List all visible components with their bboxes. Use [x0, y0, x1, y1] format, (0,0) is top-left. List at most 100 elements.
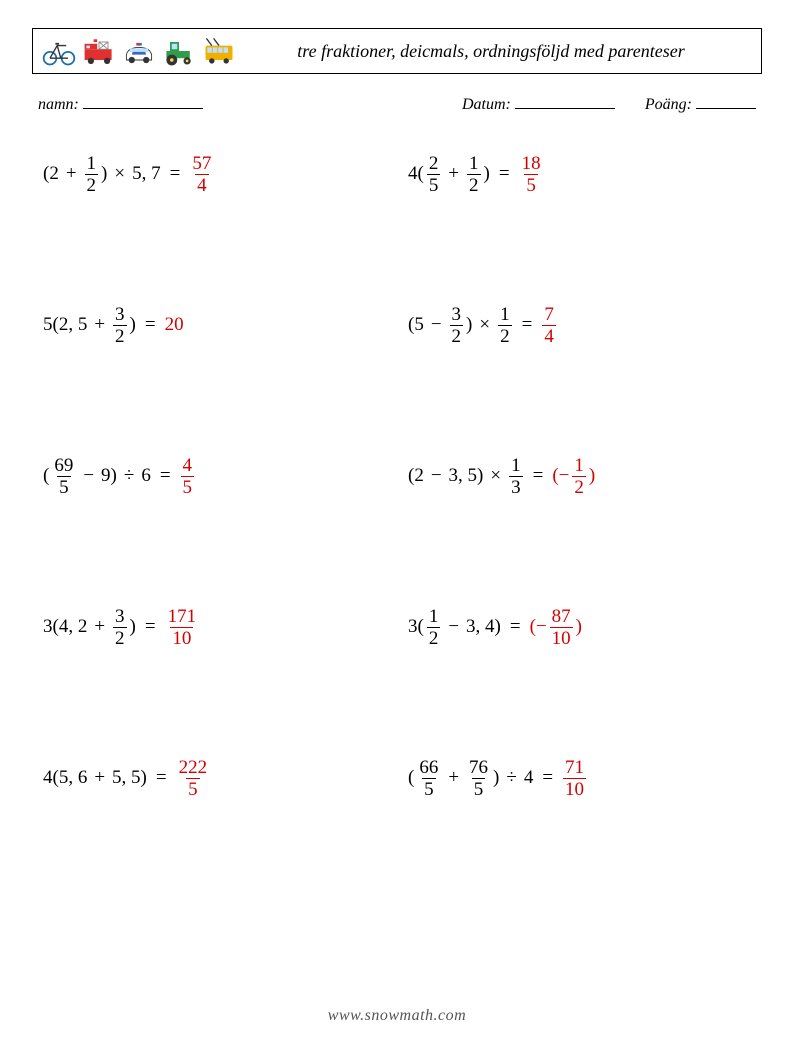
problem-p1: (2+12)×5, 7=574 [42, 154, 387, 195]
expr-text: 3, 4) [465, 616, 502, 637]
expression: (2+12)×5, 7 [42, 154, 162, 195]
answer: (−8710) [529, 607, 583, 648]
fraction: 7110 [563, 758, 586, 799]
problem-p9: 4(5, 6+5, 5)=2225 [42, 758, 387, 799]
expr-text: ) [588, 465, 596, 486]
operator: − [442, 616, 465, 637]
operator: ÷ [500, 767, 522, 788]
footer-link[interactable]: www.snowmath.com [0, 1007, 794, 1025]
expr-text: (5 [407, 314, 425, 335]
expression: 4(25+12) [407, 154, 491, 195]
operator: + [88, 767, 111, 788]
problem-p6: (2−3, 5)×13=(−12) [407, 456, 752, 497]
date-blank[interactable] [515, 92, 615, 109]
problem-p5: (695−9)÷6=45 [42, 456, 387, 497]
fraction: 12 [572, 456, 586, 497]
fraction: 12 [85, 154, 99, 195]
expr-text: ) [575, 616, 583, 637]
answer: 2225 [175, 758, 212, 799]
operator: + [88, 616, 111, 637]
score-label: Poäng: [645, 96, 692, 113]
expression: (5−32)×12 [407, 305, 514, 346]
expr-text: 5, 5) [111, 767, 148, 788]
operator: + [60, 163, 83, 184]
problem-p3: 5(2, 5+32)=20 [42, 305, 387, 346]
expr-text: 9) [100, 465, 118, 486]
equals-sign: = [137, 314, 164, 336]
equals-sign: = [148, 767, 175, 789]
fraction: 8710 [550, 607, 573, 648]
bicycle-icon [41, 34, 77, 68]
operator: − [425, 314, 448, 335]
fraction: 12 [498, 305, 512, 346]
answer: (−12) [551, 456, 596, 497]
expr-text: 5(2, 5 [42, 314, 88, 335]
fraction: 17110 [166, 607, 199, 648]
fraction: 12 [467, 154, 481, 195]
answer: 45 [179, 456, 197, 497]
operator: + [442, 163, 465, 184]
operator: × [484, 465, 507, 486]
equals-sign: = [502, 616, 529, 638]
equals-sign: = [137, 616, 164, 638]
expr-text: 20 [164, 314, 185, 335]
fraction: 32 [450, 305, 464, 346]
fraction: 13 [509, 456, 523, 497]
equals-sign: = [525, 465, 552, 487]
expression: (665+765)÷4 [407, 758, 534, 799]
problem-p10: (665+765)÷4=7110 [407, 758, 752, 799]
expr-text: 4( [407, 163, 425, 184]
tractor-icon [161, 34, 197, 68]
expr-text: ( [42, 465, 50, 486]
expr-text: ) [129, 314, 137, 335]
fraction: 574 [190, 154, 213, 195]
operator: − [77, 465, 100, 486]
problem-p7: 3(4, 2+32)=17110 [42, 607, 387, 648]
score-blank[interactable] [696, 92, 756, 109]
fraction: 185 [520, 154, 543, 195]
name-blank[interactable] [83, 92, 203, 109]
problem-p8: 3(12−3, 4)=(−8710) [407, 607, 752, 648]
header-icon-row [41, 34, 237, 68]
worksheet-header: tre fraktioner, deicmals, ordningsföljd … [32, 28, 762, 74]
answer: 574 [188, 154, 215, 195]
answer: 74 [540, 305, 558, 346]
expr-text: ( [407, 767, 415, 788]
date-label: Datum: [462, 96, 511, 113]
answer: 7110 [561, 758, 588, 799]
expression: 4(5, 6+5, 5) [42, 767, 148, 789]
trolleybus-icon [201, 34, 237, 68]
answer: 20 [164, 314, 185, 336]
fraction: 25 [427, 154, 441, 195]
operator: + [88, 314, 111, 335]
operator: × [108, 163, 131, 184]
expression: (2−3, 5)×13 [407, 456, 525, 497]
fraction: 695 [52, 456, 75, 497]
expression: 3(12−3, 4) [407, 607, 502, 648]
problem-grid: (2+12)×5, 7=5744(25+12)=1855(2, 5+32)=20… [32, 154, 762, 799]
expression: 5(2, 5+32) [42, 305, 137, 346]
info-row: namn: Datum: Poäng: [32, 92, 762, 114]
expr-text: (2 [407, 465, 425, 486]
expr-text: 3(4, 2 [42, 616, 88, 637]
police-car-icon [121, 34, 157, 68]
expr-text: 6 [140, 465, 152, 486]
expr-text: 3, 5) [448, 465, 485, 486]
firetruck-icon [81, 34, 117, 68]
fraction: 45 [181, 456, 195, 497]
expression: (695−9)÷6 [42, 456, 152, 497]
equals-sign: = [152, 465, 179, 487]
expr-text: 3( [407, 616, 425, 637]
fraction: 665 [417, 758, 440, 799]
operator: ÷ [118, 465, 140, 486]
operator: × [473, 314, 496, 335]
expr-text: ) [483, 163, 491, 184]
expr-text: (2 [42, 163, 60, 184]
expression: 3(4, 2+32) [42, 607, 137, 648]
expr-text: 4 [523, 767, 535, 788]
answer: 185 [518, 154, 545, 195]
fraction: 74 [542, 305, 556, 346]
fraction: 32 [113, 305, 127, 346]
equals-sign: = [534, 767, 561, 789]
expr-text: 5, 7 [131, 163, 162, 184]
